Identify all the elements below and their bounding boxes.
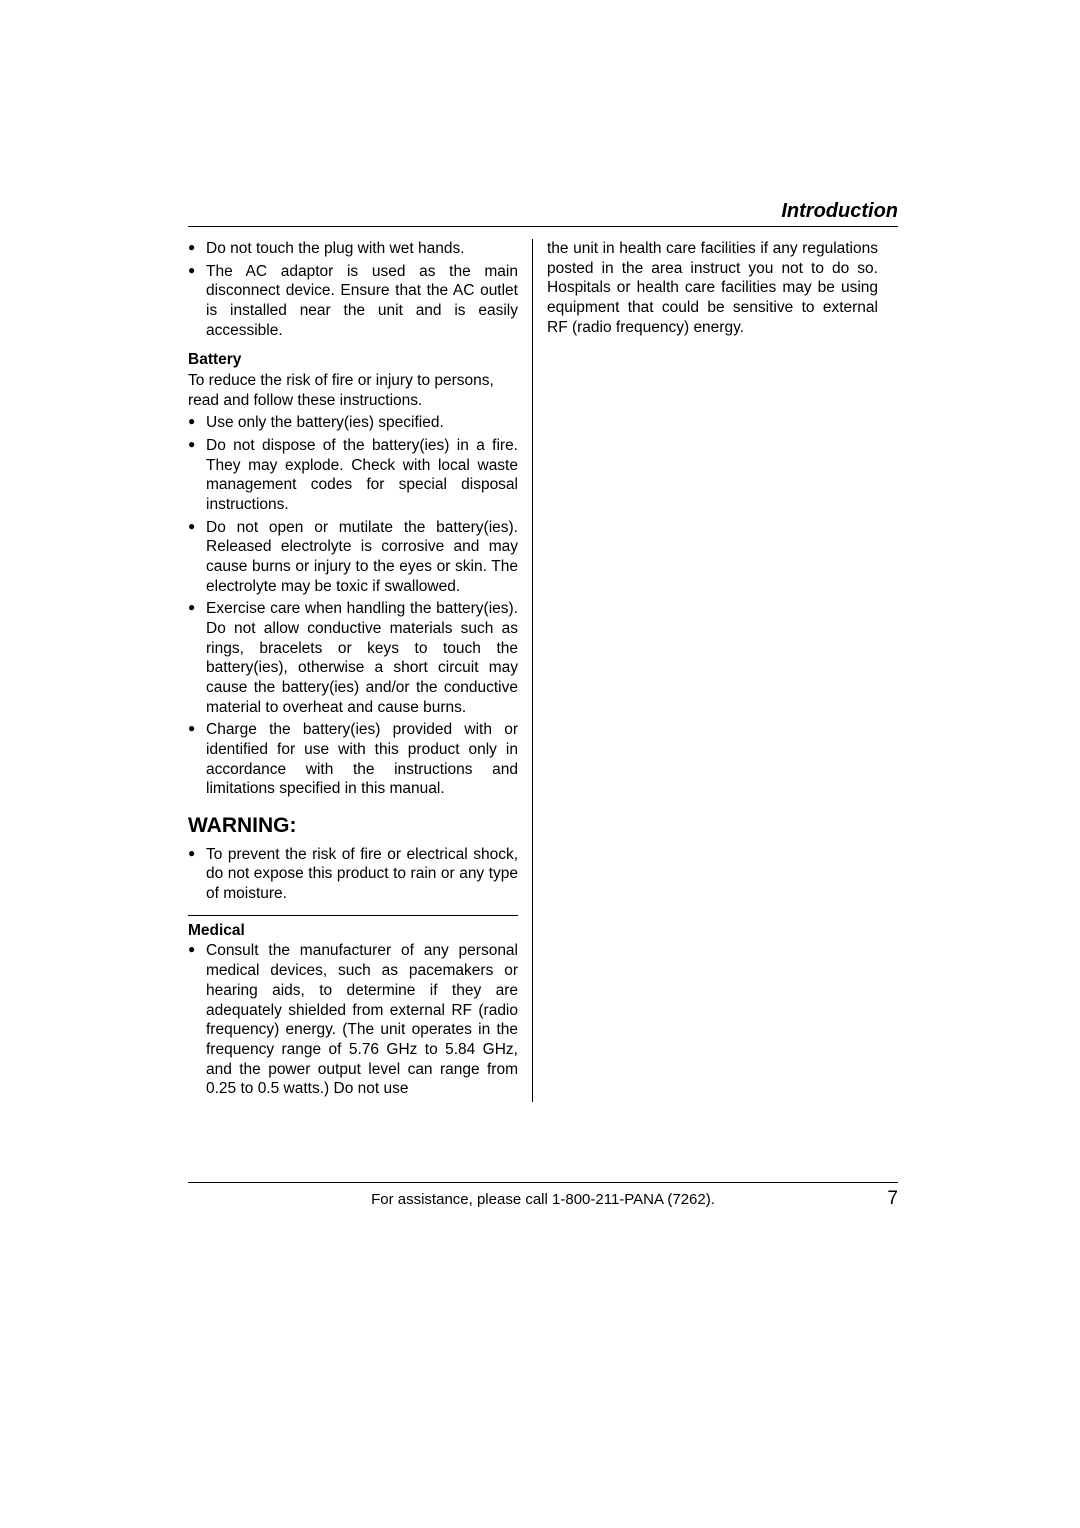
- divider: [188, 915, 518, 916]
- section-title: Introduction: [781, 200, 898, 222]
- warning-bullet-list: To prevent the risk of fire or electrica…: [188, 845, 518, 904]
- left-column: Do not touch the plug with wet hands. Th…: [188, 239, 533, 1102]
- right-column: the unit in health care facilities if an…: [533, 239, 878, 1102]
- page-footer: For assistance, please call 1-800-211-PA…: [188, 1182, 898, 1210]
- list-item: Do not dispose of the battery(ies) in a …: [188, 436, 518, 515]
- list-item: To prevent the risk of fire or electrica…: [188, 845, 518, 904]
- list-item: Do not open or mutilate the battery(ies)…: [188, 518, 518, 597]
- list-item: The AC adaptor is used as the main disco…: [188, 262, 518, 341]
- top-bullet-list: Do not touch the plug with wet hands. Th…: [188, 239, 518, 340]
- warning-heading: WARNING:: [188, 813, 518, 840]
- continuation-text: the unit in health care facilities if an…: [547, 239, 878, 337]
- list-item: Exercise care when handling the battery(…: [188, 599, 518, 717]
- page-content: Introduction Do not touch the plug with …: [188, 200, 898, 1102]
- two-column-layout: Do not touch the plug with wet hands. Th…: [188, 239, 898, 1102]
- page-number: 7: [868, 1188, 898, 1210]
- list-item: Do not touch the plug with wet hands.: [188, 239, 518, 259]
- list-item: Charge the battery(ies) provided with or…: [188, 720, 518, 799]
- medical-bullet-list: Consult the manufacturer of any personal…: [188, 941, 518, 1098]
- battery-heading: Battery: [188, 350, 518, 370]
- footer-assistance-text: For assistance, please call 1-800-211-PA…: [218, 1191, 868, 1208]
- section-header: Introduction: [188, 200, 898, 227]
- medical-heading: Medical: [188, 921, 518, 941]
- battery-bullet-list: Use only the battery(ies) specified. Do …: [188, 413, 518, 799]
- battery-lead: To reduce the risk of fire or injury to …: [188, 371, 518, 410]
- list-item: Consult the manufacturer of any personal…: [188, 941, 518, 1098]
- list-item: Use only the battery(ies) specified.: [188, 413, 518, 433]
